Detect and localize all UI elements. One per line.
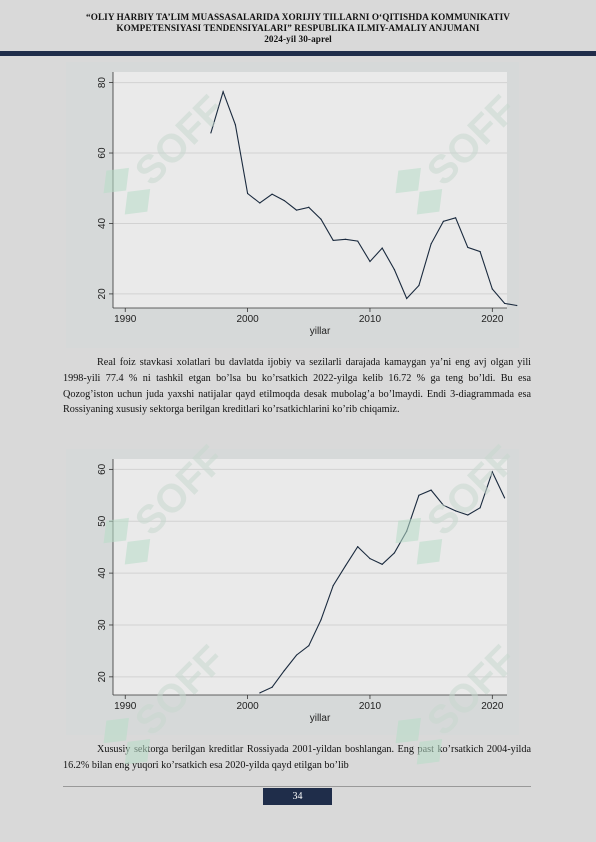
data-point [320,218,322,220]
data-point [210,132,212,134]
data-point [479,507,481,509]
x-tick-label: 2020 [481,701,504,712]
data-point [259,692,261,694]
data-point [283,199,285,202]
y-tick-label: 20 [97,288,108,300]
data-point [381,563,383,565]
data-point [491,288,493,290]
data-point [455,510,457,512]
chart-private-sector-credit: 20 30 40 50 60 1990 2000 2010 2020 yillar [66,449,519,735]
data-point [393,269,396,271]
y-tick-label: 20 [97,671,108,683]
data-point [222,91,224,93]
data-point [308,645,310,647]
data-point [418,284,420,287]
x-axis-label: yillar [310,326,331,337]
data-point [234,124,236,126]
plot-area [113,459,507,695]
x-tick-label: 2010 [359,314,382,325]
data-point [259,202,261,204]
data-point [344,565,347,567]
data-point [442,504,444,506]
x-tick-label: 1990 [114,701,137,712]
data-point [503,302,506,305]
header-rule [0,51,596,56]
x-axis-label: yillar [310,713,331,724]
y-tick-label: 40 [97,567,108,579]
data-point [295,209,298,211]
data-point [406,530,408,532]
x-tick-label: 2020 [481,314,504,325]
chart-svg: 20 30 40 50 60 1990 2000 2010 2020 yillar [66,449,519,735]
data-point [332,239,334,241]
y-tick-label: 80 [97,77,108,89]
y-tick-label: 30 [97,619,108,631]
data-point [283,670,285,672]
x-tick-label: 2010 [359,701,382,712]
y-tick-label: 50 [97,515,108,527]
paragraph-2-text: Xususiy sektorga berilgan kreditlar Ross… [63,744,531,771]
data-point [369,260,371,263]
header-line-1: “OLIY HARBIY TA’LIM MUASSASALARIDA XORIJ… [86,12,510,22]
data-point [271,193,273,195]
data-point [308,206,310,208]
x-tick-label: 2000 [236,701,259,712]
data-point [246,192,249,195]
data-point [467,514,469,516]
paragraph-1-text: Real foiz stavkasi xolatlari bu davlatda… [63,357,531,416]
data-point [467,246,469,249]
data-point [271,686,273,688]
data-point [442,220,444,222]
conference-header: “OLIY HARBIY TA’LIM MUASSASALARIDA XORIJ… [0,12,596,45]
data-point [357,240,359,242]
data-point [320,619,322,621]
data-point [332,584,334,587]
x-tick-label: 1990 [114,314,137,325]
data-point [491,471,493,473]
page-number: 34 [263,788,332,805]
paragraph-1: Real foiz stavkasi xolatlari bu davlatda… [63,355,531,418]
data-point [393,552,396,554]
y-tick-label: 40 [97,217,108,229]
paragraph-2: Xususiy sektorga berilgan kreditlar Ross… [63,742,531,774]
data-point [369,557,371,560]
data-point [357,546,359,548]
data-point [406,297,408,300]
data-point [295,654,298,656]
data-point [516,304,518,307]
chart-svg: 20 40 60 80 1990 2000 2010 2020 yillar [66,62,519,348]
data-point [503,497,506,499]
data-point [479,251,481,253]
series-line [210,89,517,307]
data-point [381,247,383,249]
data-point [344,238,347,240]
data-point [455,217,457,219]
y-tick-label: 60 [97,463,108,475]
data-point [418,494,420,496]
header-date: 2024-yil 30-aprel [264,34,332,44]
footer-rule [63,786,531,787]
header-line-2: KOMPETENSIYASI TENDENSIYALARI” RESPUBLIK… [116,23,480,33]
y-tick-label: 60 [97,147,108,159]
data-point [430,243,432,245]
chart-real-interest-rate: 20 40 60 80 1990 2000 2010 2020 yillar [66,62,519,348]
plot-area [113,72,507,308]
x-tick-label: 2000 [236,314,259,325]
data-point [430,489,432,491]
